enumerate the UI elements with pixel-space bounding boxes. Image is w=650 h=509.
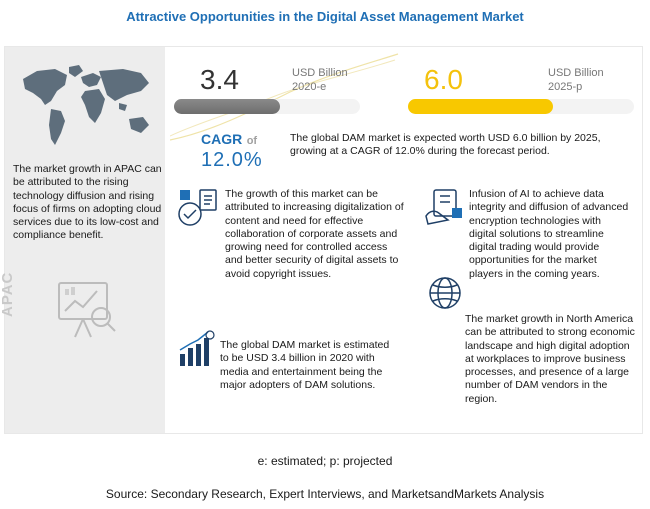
digital-content-icon [178,189,217,226]
value-2020-unit: USD Billion [292,67,348,79]
value-2020-year: 2020-e [292,81,327,93]
apac-growth-text: The market growth in APAC can be attribu… [13,163,162,242]
value-2025-year: 2025-p [548,81,583,93]
market-growth-text: The growth of this market can be attribu… [225,188,404,280]
presentation-chart-icon [58,282,116,338]
value-2020-number: 3.4 [200,64,239,95]
source-note: Source: Secondary Research, Expert Inter… [105,487,545,501]
value-2020-bar [174,99,280,114]
global-dam-2020-text: The global DAM market is estimated to be… [220,339,390,391]
left-sidebar: The market growth in APAC can be attribu… [0,47,165,433]
world-map-icon [23,65,149,145]
value-2025-unit: USD Billion [548,67,604,79]
page-title: Attractive Opportunities in the Digital … [126,9,524,24]
ai-opportunity-text: Infusion of AI to achieve data integrity… [469,188,629,280]
cagr-of: of [246,135,258,147]
growth-bar-chart-icon [179,330,215,366]
north-america-growth-text: The market growth in North America can b… [465,313,635,405]
decorative-swoosh [170,53,399,141]
market-summary-text: The global DAM market is expected worth … [290,132,601,158]
value-2025-number: 6.0 [424,64,463,95]
footnote: e: estimated; p: projected [257,454,393,468]
apac-label: APAC [0,271,16,317]
value-2025-bar [408,99,553,114]
cagr-label: CAGR [201,131,243,147]
globe-icon [429,277,461,309]
cagr-value: 12.0% [201,149,263,171]
cagr-block: CAGR of 12.0% [201,131,263,172]
ai-technology-icon [425,189,462,225]
